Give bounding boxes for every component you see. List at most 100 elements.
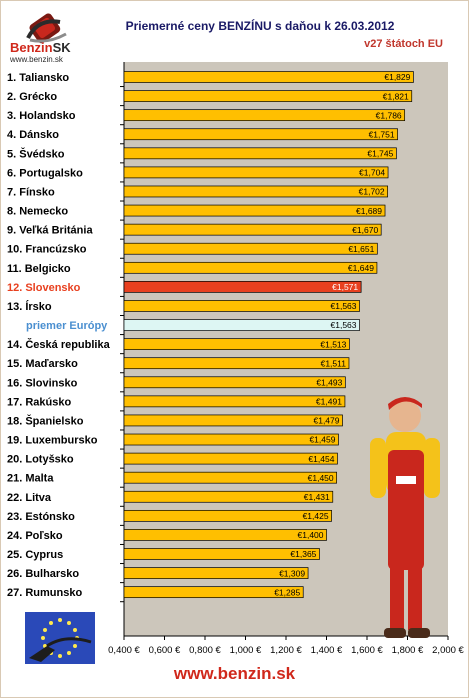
- data-label: €1,479: [313, 416, 339, 426]
- category-label: 2. Grécko: [7, 91, 57, 103]
- data-label: €1,821: [383, 91, 409, 101]
- x-tick-label: 2,000 €: [432, 645, 464, 656]
- data-label: €1,454: [308, 454, 334, 464]
- bar: [123, 529, 327, 541]
- bar: [123, 90, 413, 102]
- category-label: 15. Maďarsko: [7, 358, 78, 370]
- category-label: 23. Estónsko: [7, 511, 75, 523]
- bar: [123, 490, 334, 503]
- category-label: 12. Slovensko: [7, 282, 81, 294]
- data-label: €1,493: [316, 377, 342, 387]
- category-label: 10. Francúzsko: [7, 244, 87, 256]
- bar: [123, 586, 304, 599]
- category-label: 3. Holandsko: [7, 110, 76, 122]
- data-label: €1,309: [279, 568, 305, 578]
- fuel-nozzle-logo-icon: [26, 13, 67, 44]
- bar: [123, 223, 382, 236]
- bar: [123, 128, 398, 141]
- data-label: €1,571: [332, 282, 358, 292]
- category-label: 5. Švédsko: [7, 147, 65, 160]
- data-label: €1,670: [352, 225, 378, 235]
- category-label: 18. Španielsko: [7, 414, 84, 427]
- category-label: 22. Litva: [7, 492, 52, 504]
- category-label: 4. Dánsko: [7, 129, 59, 141]
- bar: [123, 319, 360, 331]
- data-label: €1,563: [331, 320, 357, 330]
- bar: [123, 567, 309, 579]
- category-label: 16. Slovinsko: [7, 377, 78, 389]
- bar: [123, 338, 350, 350]
- category-label: 1. Taliansko: [7, 72, 69, 84]
- bar: [123, 509, 332, 522]
- x-tick-label: 1,600 €: [351, 645, 383, 656]
- chart-title: Priemerné ceny BENZÍNU s daňou k 26.03.2…: [125, 19, 395, 33]
- category-label: 26. Bulharsko: [7, 568, 79, 580]
- category-label: 20. Lotyšsko: [7, 454, 74, 466]
- bar: [123, 71, 414, 83]
- data-label: €1,829: [384, 72, 410, 82]
- category-label: 17. Rakúsko: [7, 396, 71, 408]
- chart-subtitle: v27 štátoch EU: [364, 38, 443, 50]
- data-label: €1,511: [321, 358, 347, 368]
- x-tick-label: 1,000 €: [230, 645, 262, 656]
- data-label: €1,786: [376, 110, 402, 120]
- category-label: 24. Poľsko: [7, 530, 63, 542]
- logo-brand: BenzinSK: [10, 40, 71, 55]
- bar: [123, 376, 346, 389]
- x-tick-label: 0,800 €: [189, 645, 221, 656]
- category-label: 11. Belgicko: [7, 263, 71, 275]
- category-label: 6. Portugalsko: [7, 167, 83, 179]
- bar: [123, 471, 337, 484]
- logo-url: www.benzin.sk: [10, 55, 63, 64]
- category-label: 21. Malta: [7, 473, 54, 485]
- data-label: €1,285: [274, 587, 300, 597]
- bar: [123, 433, 339, 446]
- data-label: €1,704: [359, 168, 385, 178]
- bar: [123, 261, 378, 274]
- x-tick-label: 0,400 €: [108, 645, 140, 656]
- bar: [123, 242, 378, 255]
- data-label: €1,450: [308, 473, 334, 483]
- x-tick-label: 1,800 €: [392, 645, 424, 656]
- data-label: €1,491: [316, 397, 342, 407]
- x-tick-label: 0,600 €: [149, 645, 181, 656]
- category-label: 14. Česká republika: [7, 338, 111, 351]
- category-label: 13. Írsko: [7, 300, 52, 313]
- category-label: 19. Luxembursko: [7, 435, 98, 447]
- bar: [123, 185, 389, 198]
- bar: [123, 395, 346, 408]
- bar: [123, 300, 360, 312]
- gas-attendant-mascot-icon: [370, 397, 440, 638]
- bar: [123, 357, 350, 370]
- category-label: 8. Nemecko: [7, 206, 68, 218]
- data-label: €1,400: [298, 530, 324, 540]
- bar: [123, 147, 397, 160]
- data-label: €1,365: [290, 549, 316, 559]
- eu-flag-nozzle-icon: [25, 612, 95, 664]
- category-label: 7. Fínsko: [7, 186, 55, 198]
- data-label: €1,651: [348, 244, 374, 254]
- bar: [123, 204, 386, 217]
- logo-suffix: SK: [52, 40, 71, 55]
- bar: [123, 109, 406, 122]
- category-label: 25. Cyprus: [7, 549, 63, 561]
- bar: [123, 548, 320, 560]
- bar: [123, 452, 338, 465]
- bar: [123, 414, 343, 427]
- category-label: 9. Veľká Británia: [7, 225, 93, 237]
- data-label: €1,702: [359, 187, 385, 197]
- category-label: 27. Rumunsko: [7, 587, 82, 599]
- footer-url: www.benzin.sk: [173, 664, 296, 683]
- data-label: €1,513: [320, 339, 346, 349]
- x-tick-label: 1,200 €: [270, 645, 302, 656]
- data-label: €1,751: [369, 129, 395, 139]
- data-label: €1,459: [309, 435, 335, 445]
- bar: [123, 166, 389, 179]
- data-label: €1,431: [304, 492, 330, 502]
- data-label: €1,689: [356, 206, 382, 216]
- category-label: priemer Európy: [26, 320, 108, 332]
- data-label: €1,745: [367, 149, 393, 159]
- x-tick-label: 1,400 €: [311, 645, 343, 656]
- data-label: €1,563: [331, 301, 357, 311]
